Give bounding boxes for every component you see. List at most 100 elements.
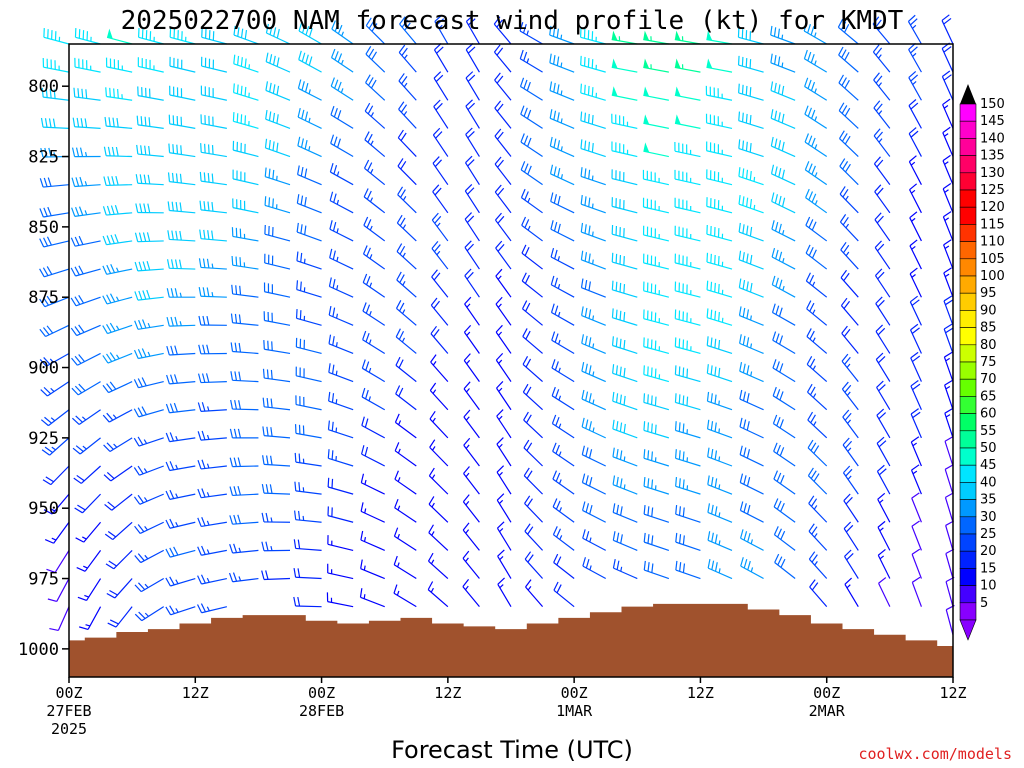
wind-barb bbox=[40, 381, 70, 397]
wind-barb bbox=[706, 197, 733, 214]
wind-barb bbox=[71, 147, 101, 158]
colorbar-cell bbox=[959, 224, 977, 242]
colorbar-label: 40 bbox=[980, 475, 997, 490]
wind-barb bbox=[612, 503, 638, 523]
wind-barb bbox=[133, 465, 164, 476]
colorbar-top-arrow bbox=[960, 84, 976, 104]
wind-barb bbox=[197, 430, 227, 441]
wind-barb bbox=[329, 163, 354, 186]
wind-barb bbox=[230, 313, 259, 326]
wind-barb bbox=[911, 576, 922, 607]
wind-barb bbox=[611, 197, 638, 214]
wind-barb bbox=[135, 174, 164, 186]
wind-barb bbox=[674, 393, 701, 411]
colorbar-cell bbox=[959, 292, 977, 311]
colorbar-cell bbox=[959, 533, 977, 552]
wind-barb bbox=[674, 421, 701, 439]
wind-barb bbox=[674, 30, 701, 45]
credit-text: coolwx.com/models bbox=[858, 745, 1012, 763]
colorbar-label: 20 bbox=[980, 544, 997, 559]
wind-barb bbox=[327, 506, 354, 523]
wind-barb bbox=[706, 58, 733, 73]
wind-barb bbox=[944, 492, 954, 523]
colorbar-cell bbox=[959, 206, 977, 225]
wind-barb bbox=[772, 331, 796, 354]
colorbar-cell bbox=[959, 378, 977, 397]
wind-barb bbox=[643, 281, 670, 298]
wind-barb bbox=[581, 473, 606, 495]
wind-barb bbox=[611, 280, 638, 298]
colorbar-cell bbox=[959, 327, 977, 346]
wind-barb bbox=[133, 436, 164, 447]
wind-barb bbox=[525, 579, 544, 608]
wind-barb bbox=[551, 414, 575, 439]
wind-barb bbox=[137, 57, 164, 73]
wind-barb bbox=[494, 156, 512, 186]
wind-barb bbox=[263, 282, 291, 298]
wind-barb bbox=[294, 481, 322, 495]
wind-barb bbox=[739, 334, 764, 355]
y-tick-label: 825 bbox=[28, 148, 59, 168]
x-tick-label: 00Z bbox=[561, 684, 588, 702]
wind-barb bbox=[706, 364, 733, 383]
wind-barb bbox=[840, 297, 859, 326]
wind-barb bbox=[39, 324, 70, 338]
colorbar-label: 70 bbox=[980, 372, 997, 387]
wind-barb bbox=[549, 109, 575, 129]
y-tick-label: 850 bbox=[28, 218, 59, 238]
wind-barb bbox=[942, 182, 954, 214]
wind-barb bbox=[496, 493, 512, 523]
wind-barb bbox=[911, 548, 922, 579]
wind-barb bbox=[552, 526, 575, 551]
y-tick-label: 950 bbox=[28, 499, 59, 519]
wind-barb bbox=[707, 558, 733, 580]
wind-barb bbox=[804, 133, 828, 158]
terrain-fill bbox=[69, 603, 953, 677]
y-tick-label: 975 bbox=[28, 570, 59, 590]
wind-barb bbox=[398, 101, 417, 129]
wind-barb bbox=[463, 437, 480, 467]
wind-barb bbox=[806, 328, 828, 354]
colorbar-cell bbox=[959, 499, 977, 518]
wind-barb bbox=[643, 504, 670, 523]
wind-barb bbox=[738, 250, 764, 270]
wind-barb bbox=[943, 351, 954, 382]
wind-barb bbox=[738, 167, 764, 186]
wind-barb bbox=[103, 465, 133, 482]
wind-barb bbox=[643, 114, 669, 129]
colorbar-label: 35 bbox=[980, 493, 997, 508]
wind-barb bbox=[738, 306, 764, 326]
wind-barb bbox=[643, 309, 670, 326]
wind-barb bbox=[327, 449, 354, 467]
wind-barb bbox=[497, 577, 512, 607]
wind-barb bbox=[465, 127, 480, 157]
wind-barb bbox=[197, 517, 227, 528]
wind-barb bbox=[70, 294, 101, 307]
wind-barb bbox=[264, 253, 291, 270]
wind-barb bbox=[550, 247, 575, 270]
wind-barb bbox=[72, 117, 101, 129]
wind-barb bbox=[102, 234, 133, 246]
wind-barb bbox=[908, 155, 922, 185]
wind-barb bbox=[803, 49, 828, 73]
wind-barb bbox=[106, 28, 133, 45]
wind-barb bbox=[431, 212, 449, 242]
wind-barb bbox=[611, 336, 638, 355]
wind-barb bbox=[804, 161, 828, 186]
wind-barb bbox=[842, 465, 859, 495]
wind-barb bbox=[328, 305, 354, 326]
wind-barb bbox=[908, 99, 922, 129]
wind-barb bbox=[298, 22, 322, 45]
wind-barb bbox=[674, 337, 701, 355]
wind-barb bbox=[524, 523, 544, 551]
wind-barb bbox=[327, 563, 354, 580]
wind-barb bbox=[549, 81, 575, 101]
wind-barb bbox=[464, 268, 480, 298]
wind-barb bbox=[612, 475, 638, 495]
wind-barb bbox=[944, 407, 954, 439]
wind-barb bbox=[463, 353, 480, 382]
wind-barb bbox=[428, 496, 449, 523]
colorbar-label: 110 bbox=[980, 235, 1005, 250]
wind-barb bbox=[773, 526, 796, 551]
wind-barb bbox=[580, 250, 606, 270]
